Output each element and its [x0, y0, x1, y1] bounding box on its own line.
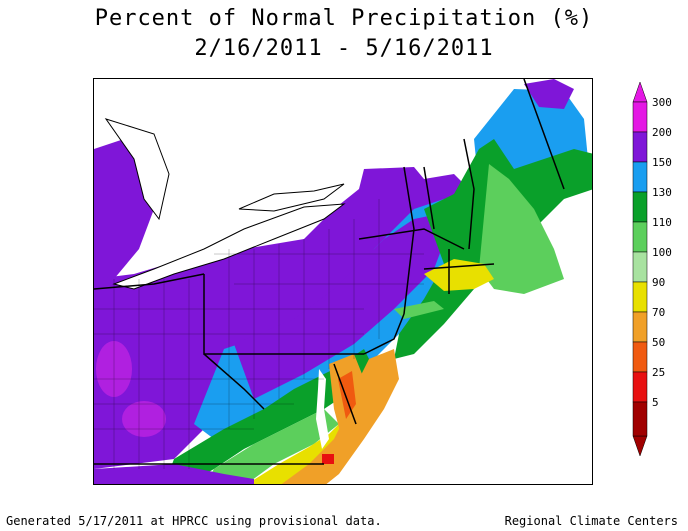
- region-delmarva-darkorange: [338, 371, 356, 419]
- lake-ontario: [238, 183, 345, 212]
- region-light-green: [479, 164, 564, 294]
- legend-swatch: [632, 311, 648, 343]
- region-purple-interior: [234, 214, 449, 399]
- legend-label: 300: [652, 96, 672, 109]
- footer-source: Regional Climate Centers: [504, 514, 678, 528]
- lake-erie: [112, 203, 346, 290]
- color-legend: 300 200 150 130 110 100 90 70 50 25 5: [630, 81, 688, 458]
- footer-generated: Generated 5/17/2011 at HPRCC using provi…: [6, 514, 382, 528]
- legend-label: 130: [652, 186, 672, 199]
- region-ohio-pa-ny: [94, 167, 469, 469]
- lake-huron: [104, 118, 170, 221]
- lake-chesapeake: [316, 369, 329, 449]
- region-nc-strip: [94, 464, 254, 484]
- high-spot-ohio: [122, 401, 166, 437]
- legend-label: 100: [652, 246, 672, 259]
- region-red-spot: [322, 454, 334, 464]
- legend-swatch: [632, 401, 648, 437]
- legend-label: 70: [652, 306, 665, 319]
- legend-bottom-arrow: [632, 435, 648, 457]
- legend-swatch: [632, 191, 648, 223]
- legend-canvas: 300 200 150 130 110 100 90 70 50 25 5: [632, 81, 672, 457]
- legend-label: 25: [652, 366, 665, 379]
- date-range: 2/16/2011 - 5/16/2011: [194, 36, 494, 61]
- region-maine-purple: [524, 79, 574, 109]
- legend-swatch: [632, 371, 648, 403]
- legend-swatch: [632, 161, 648, 193]
- legend-label: 5: [652, 396, 659, 409]
- legend-label: 200: [652, 126, 672, 139]
- map-canvas: [94, 79, 592, 484]
- region-virginia-lightgreen: [205, 409, 339, 484]
- map-title: Percent of Normal Precipitation (%): [94, 6, 594, 31]
- legend-label: 50: [652, 336, 665, 349]
- legend-label: 150: [652, 156, 672, 169]
- county-lines: [94, 199, 424, 469]
- legend-items: 300 200 150 130 110 100 90 70 50 25 5: [632, 96, 672, 437]
- legend-top-arrow: [632, 81, 648, 103]
- legend-label: 110: [652, 216, 672, 229]
- legend-swatch: [632, 251, 648, 283]
- precipitation-map: [93, 78, 593, 485]
- legend-swatch: [632, 341, 648, 373]
- legend-swatch: [632, 281, 648, 313]
- legend-label: 90: [652, 276, 665, 289]
- legend-swatch: [632, 131, 648, 163]
- region-virginia-orange: [281, 349, 399, 484]
- legend-swatch: [632, 221, 648, 253]
- region-long-island: [394, 301, 444, 319]
- legend-swatch: [632, 101, 648, 133]
